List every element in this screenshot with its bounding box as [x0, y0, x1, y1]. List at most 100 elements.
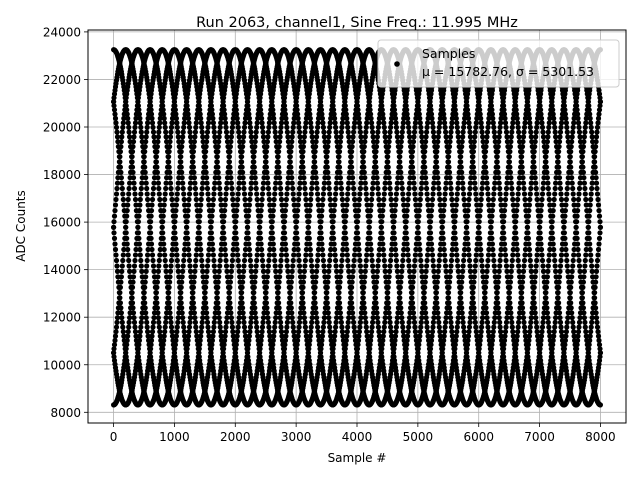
data-point — [315, 120, 321, 126]
data-point — [539, 252, 545, 258]
data-point — [271, 196, 277, 203]
data-point — [338, 315, 344, 321]
data-point — [406, 191, 412, 197]
data-point — [488, 103, 494, 109]
data-point — [127, 134, 133, 140]
data-point — [401, 115, 407, 121]
data-point — [260, 185, 266, 192]
data-point — [264, 274, 270, 280]
data-point — [143, 180, 149, 186]
data-point — [169, 329, 175, 335]
data-point — [229, 185, 235, 192]
data-point — [587, 202, 593, 208]
data-point — [509, 191, 515, 197]
data-point — [145, 202, 151, 208]
data-point — [198, 120, 204, 126]
data-point — [259, 202, 265, 208]
data-point — [595, 246, 602, 253]
data-point — [267, 246, 273, 253]
data-point — [449, 329, 455, 335]
data-point — [589, 185, 595, 192]
data-point — [506, 154, 512, 160]
data-point — [278, 263, 284, 269]
data-point — [455, 263, 461, 269]
data-point — [479, 185, 485, 192]
data-point — [213, 149, 219, 155]
data-point — [545, 180, 551, 186]
data-point — [230, 196, 236, 203]
data-point — [113, 252, 119, 258]
data-point — [229, 324, 235, 330]
data-point — [307, 246, 313, 253]
data-point — [230, 333, 236, 339]
data-point — [545, 315, 551, 321]
data-point — [501, 103, 507, 109]
data-point — [272, 191, 278, 197]
data-point — [527, 257, 533, 264]
data-point — [260, 268, 267, 274]
data-point — [462, 333, 468, 339]
data-point — [484, 134, 490, 140]
data-point — [441, 337, 447, 344]
data-point — [467, 185, 473, 192]
data-point — [173, 333, 179, 339]
data-point — [546, 329, 552, 335]
data-point — [472, 129, 478, 135]
data-point — [430, 129, 436, 135]
data-point — [342, 350, 348, 356]
data-point — [424, 191, 430, 197]
data-point — [576, 319, 583, 325]
data-point — [306, 107, 312, 113]
data-point — [254, 324, 260, 330]
data-point — [343, 342, 349, 348]
data-point — [125, 246, 131, 253]
data-point — [187, 319, 193, 325]
data-point — [395, 139, 401, 145]
data-point — [338, 319, 344, 325]
data-point — [114, 268, 121, 274]
data-point — [490, 333, 496, 339]
data-point — [357, 185, 363, 192]
data-point — [491, 319, 497, 325]
data-point — [292, 91, 298, 97]
data-point — [417, 252, 423, 258]
data-point — [207, 91, 213, 97]
data-point — [111, 224, 117, 230]
data-point — [253, 180, 259, 186]
data-point — [138, 257, 144, 264]
data-point — [290, 129, 296, 135]
data-point — [269, 346, 275, 352]
data-point — [559, 333, 565, 339]
data-point — [593, 268, 600, 274]
data-point — [211, 129, 217, 135]
data-point — [369, 191, 375, 197]
data-point — [406, 129, 412, 135]
data-point — [345, 257, 351, 264]
data-point — [168, 319, 174, 325]
data-point — [456, 305, 462, 311]
data-point — [502, 115, 508, 121]
data-point — [307, 202, 313, 208]
data-point — [223, 129, 230, 135]
data-point — [321, 263, 327, 269]
data-point — [161, 202, 167, 208]
data-point — [151, 134, 157, 140]
data-point — [160, 213, 166, 219]
data-point — [509, 124, 515, 130]
data-point — [505, 144, 511, 150]
data-point — [300, 169, 306, 175]
data-point — [557, 315, 563, 321]
data-point — [453, 246, 459, 253]
data-point — [120, 329, 126, 335]
data-point — [392, 115, 399, 121]
data-point — [413, 202, 419, 208]
data-point — [551, 252, 557, 258]
data-point — [321, 129, 327, 135]
data-point — [204, 185, 211, 192]
data-point — [208, 99, 214, 105]
data-point — [204, 263, 211, 269]
data-point — [356, 196, 362, 203]
data-point — [493, 149, 499, 155]
data-point — [448, 324, 455, 330]
data-point — [339, 196, 345, 203]
